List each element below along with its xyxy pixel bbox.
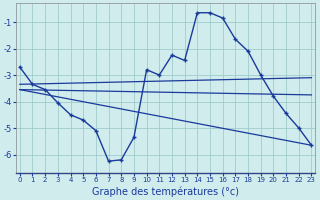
X-axis label: Graphe des températures (°c): Graphe des températures (°c) [92, 186, 239, 197]
